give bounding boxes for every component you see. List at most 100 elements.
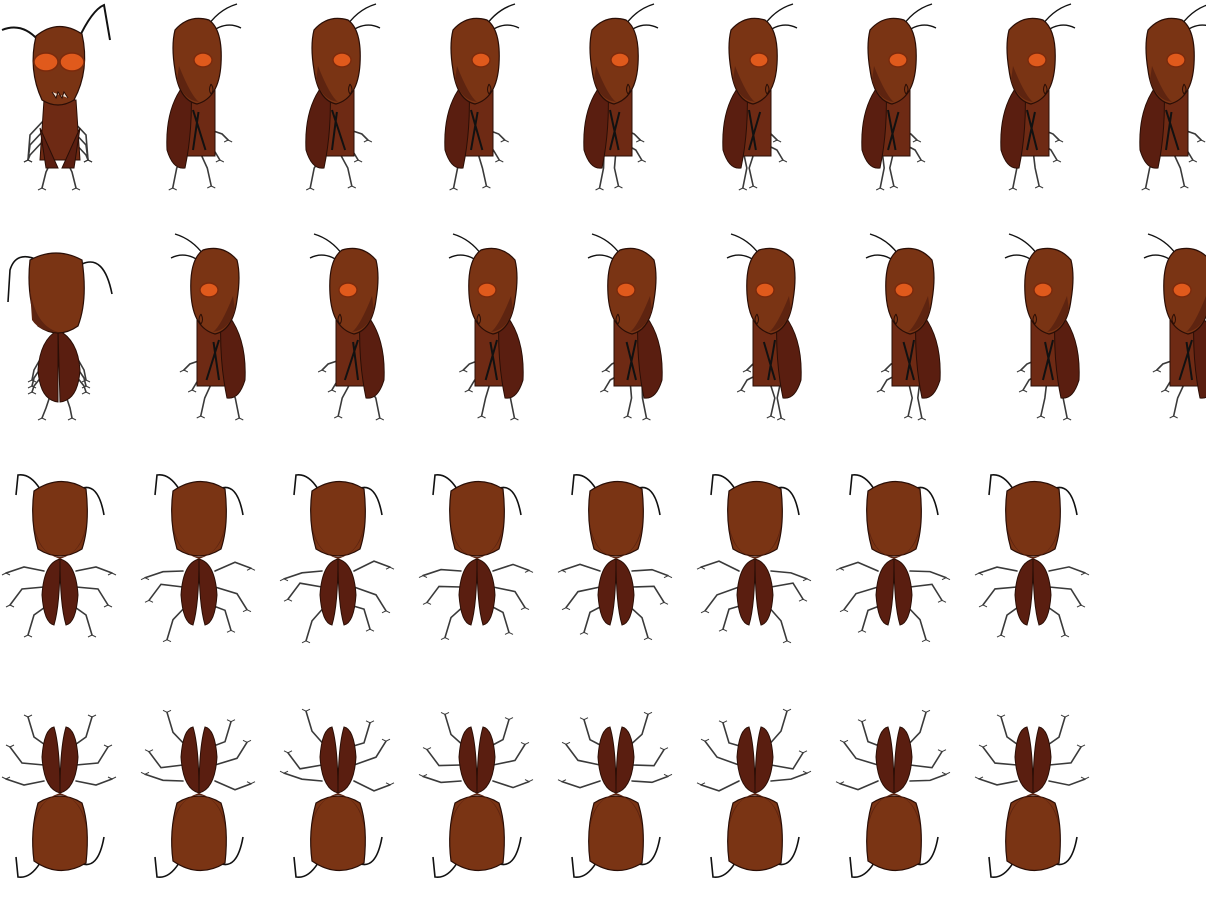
mandible (893, 313, 898, 325)
ant-side-right (444, 3, 520, 191)
mandible (209, 83, 214, 95)
ant-top-up (279, 708, 395, 879)
ant-side-right (722, 3, 798, 191)
ant-sprite (305, 3, 381, 191)
ant-sprite (696, 473, 812, 644)
ant-top-up (418, 711, 534, 879)
ant-side-left (1143, 233, 1206, 419)
sprite-row-walk-right (0, 0, 1206, 217)
ant-top-down (696, 473, 812, 644)
sprite-frame (973, 455, 1107, 672)
eye (1033, 282, 1053, 298)
ant-sprite (1, 473, 117, 638)
ant-sprite (1, 3, 111, 191)
sprite-frame (973, 680, 1107, 897)
sprite-frame (417, 230, 551, 447)
sprite-frame (0, 455, 134, 672)
sprite-frame (0, 680, 134, 897)
sprite-frame (695, 230, 829, 447)
eye (888, 52, 908, 68)
sprite-row-walk-up (0, 680, 1206, 897)
ant-sprite (170, 233, 246, 421)
ant-side-right (166, 3, 242, 191)
ant-top-up (140, 709, 256, 879)
sprite-frame (1112, 0, 1206, 217)
ant-side-right (1000, 3, 1076, 191)
mandible (487, 83, 492, 95)
ant-sprite (1143, 233, 1206, 419)
sprite-frame (556, 680, 690, 897)
ant-sprite (140, 709, 256, 879)
mandible (615, 313, 620, 325)
ant-side-left (448, 233, 524, 421)
mandible (348, 83, 353, 95)
sprite-frame (834, 680, 968, 897)
ant-side-left (587, 233, 663, 421)
ant-side-right (1139, 4, 1206, 191)
ant-side-left (170, 233, 246, 421)
mandible (1171, 313, 1176, 325)
eye (1027, 52, 1047, 68)
sprite-frame (973, 230, 1107, 447)
sprite-frame (834, 230, 968, 447)
sprite-frame (556, 230, 690, 447)
ant-sprite (835, 473, 951, 643)
ant-sprite (696, 708, 812, 879)
sprite-row-walk-down (0, 455, 1206, 672)
eye (894, 282, 914, 298)
eye (1166, 52, 1186, 68)
eye (610, 52, 630, 68)
sprite-frame (695, 680, 829, 897)
eye (1172, 282, 1192, 298)
sprite-frame (834, 455, 968, 672)
ant-top-up (696, 708, 812, 879)
eye (749, 52, 769, 68)
sprite-frame (0, 230, 134, 447)
ant-back-standing (7, 252, 113, 421)
ant-top-up (974, 714, 1090, 879)
mandible (626, 83, 631, 95)
eye (338, 282, 358, 298)
ant-sprite (583, 3, 659, 191)
ant-sprite (587, 233, 663, 421)
sprite-row-walk-left (0, 230, 1206, 447)
sprite-frame (139, 680, 273, 897)
ant-sprite (140, 473, 256, 643)
ant-sprite (279, 708, 395, 879)
eye (477, 282, 497, 298)
mandible (337, 313, 342, 325)
ant-sprite (279, 473, 395, 644)
ant-side-right (305, 3, 381, 191)
sprite-frame (278, 230, 412, 447)
ant-side-right (583, 3, 659, 191)
mandible (1032, 313, 1037, 325)
mandible (476, 313, 481, 325)
ant-top-up (557, 711, 673, 879)
sprite-frame (834, 0, 968, 217)
ant-sprite (861, 3, 937, 191)
mandible (1043, 83, 1048, 95)
ant-top-down (974, 473, 1090, 638)
sprite-frame (139, 455, 273, 672)
eye (199, 282, 219, 298)
ant-front-face (1, 3, 111, 191)
ant-side-left (865, 233, 941, 421)
ant-sprite (166, 3, 242, 191)
ant-top-down (140, 473, 256, 643)
ant-side-left (309, 233, 385, 421)
ant-sprite (726, 233, 802, 421)
ant-sprite (974, 473, 1090, 638)
eye (193, 52, 213, 68)
ant-sprite (1000, 3, 1076, 191)
ant-sprite (557, 473, 673, 641)
ant-sprite (1139, 4, 1206, 191)
sprite-frame (278, 680, 412, 897)
ant-sprite (835, 709, 951, 879)
ant-side-left (726, 233, 802, 421)
sprite-frame (417, 455, 551, 672)
sprite-frame (556, 455, 690, 672)
sprite-frame (1112, 230, 1206, 447)
mandible (754, 313, 759, 325)
mouth (51, 90, 69, 100)
ant-sprite (444, 3, 520, 191)
